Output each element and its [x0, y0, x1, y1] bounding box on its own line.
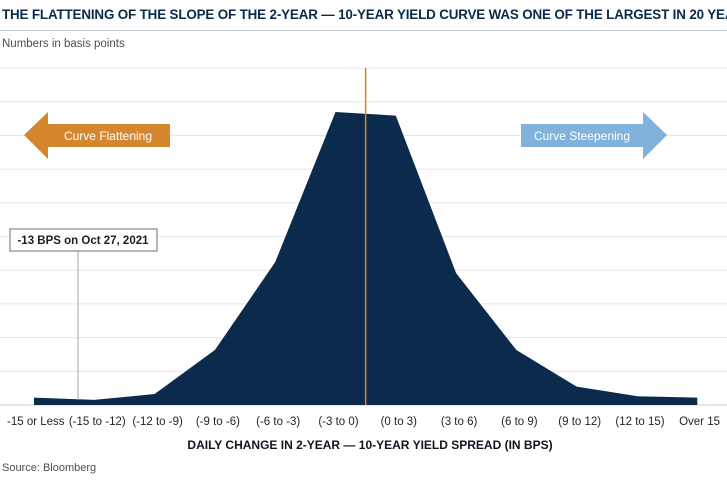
steepening-arrow: Curve Steepening [521, 112, 667, 159]
chart-subtitle: Numbers in basis points [2, 38, 125, 50]
chart-title: THE FLATTENING OF THE SLOPE OF THE 2-YEA… [2, 7, 727, 22]
right-arrow-icon [521, 112, 667, 159]
x-tick-label: (3 to 6) [441, 416, 478, 428]
callout: -13 BPS on Oct 27, 2021 [9, 228, 158, 400]
x-tick-label: (-3 to 0) [318, 416, 358, 428]
x-axis-ticks: -15 or Less (-15 to -12) (-12 to -9) (-9 to… [7, 416, 720, 428]
x-tick-label: -15 or Less [7, 416, 65, 428]
x-tick-label: (12 to 15) [615, 416, 664, 428]
x-axis-title: DAILY CHANGE IN 2-YEAR — 10-YEAR YIELD S… [187, 438, 552, 452]
x-tick-label: (-12 to -9) [132, 416, 183, 428]
source-note: Source: Bloomberg [2, 462, 97, 474]
x-tick-label: Over 15 [679, 416, 720, 428]
callout-text: -13 BPS on Oct 27, 2021 [17, 235, 149, 247]
x-tick-label: (-15 to -12) [69, 416, 126, 428]
x-tick-label: (0 to 3) [381, 416, 418, 428]
curve-steepening-label: Curve Steepening [534, 129, 630, 143]
title-divider [0, 30, 727, 31]
left-arrow-icon [24, 112, 170, 159]
flattening-arrow: Curve Flattening [24, 112, 170, 159]
x-tick-label: (-6 to -3) [256, 416, 300, 428]
x-tick-label: (-9 to -6) [196, 416, 240, 428]
callout-box [9, 228, 158, 252]
curve-flattening-label: Curve Flattening [64, 129, 152, 143]
x-tick-label: (6 to 9) [501, 416, 538, 428]
x-tick-label: (9 to 12) [558, 416, 601, 428]
